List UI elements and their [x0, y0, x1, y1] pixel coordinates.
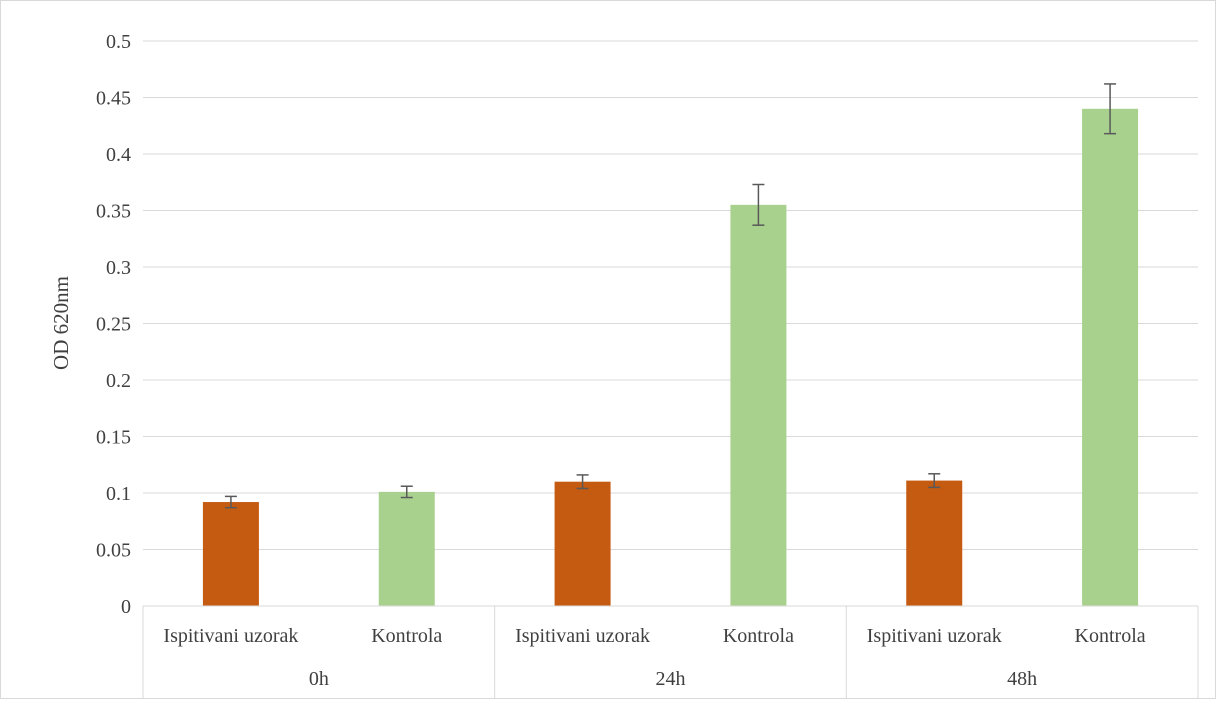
bar [1082, 108, 1139, 607]
bar [378, 491, 435, 606]
x-category-label: Ispitivani uzorak [867, 625, 1002, 647]
x-category-label: Ispitivani uzorak [515, 625, 650, 647]
error-bars [224, 83, 1117, 509]
bar [554, 481, 611, 606]
x-category-label: Ispitivani uzorak [163, 625, 298, 647]
gridlines [143, 40, 1198, 550]
x-category-label: Kontrola [1075, 625, 1146, 647]
x-category-label: Kontrola [371, 625, 442, 647]
bar [730, 204, 787, 606]
y-tick-label: 0.5 [106, 31, 131, 53]
y-tick-label: 0.25 [96, 314, 131, 336]
bars [202, 108, 1139, 607]
x-category-label: Kontrola [723, 625, 794, 647]
y-tick-label: 0.3 [106, 257, 131, 279]
axes: 0 0.05 0.1 0.15 0.2 0.25 0.3 0.35 0.4 0.45 0.5 Ispi… [96, 31, 1199, 699]
y-axis-title: OD 620nm [49, 276, 73, 370]
y-tick-label: 0.45 [96, 88, 131, 110]
y-tick-label: 0.35 [96, 201, 131, 223]
bar [202, 502, 259, 606]
y-tick-label: 0 [121, 596, 131, 618]
y-tick-label: 0.4 [106, 144, 131, 166]
bar [906, 480, 963, 606]
y-tick-label: 0.15 [96, 427, 131, 449]
y-tick-label: 0.1 [106, 483, 131, 505]
x-group-label: 48h [1007, 668, 1037, 690]
x-group-label: 24h [656, 668, 686, 690]
y-tick-label: 0.2 [106, 370, 131, 392]
x-group-label: 0h [309, 668, 329, 690]
y-tick-label: 0.05 [96, 540, 131, 562]
